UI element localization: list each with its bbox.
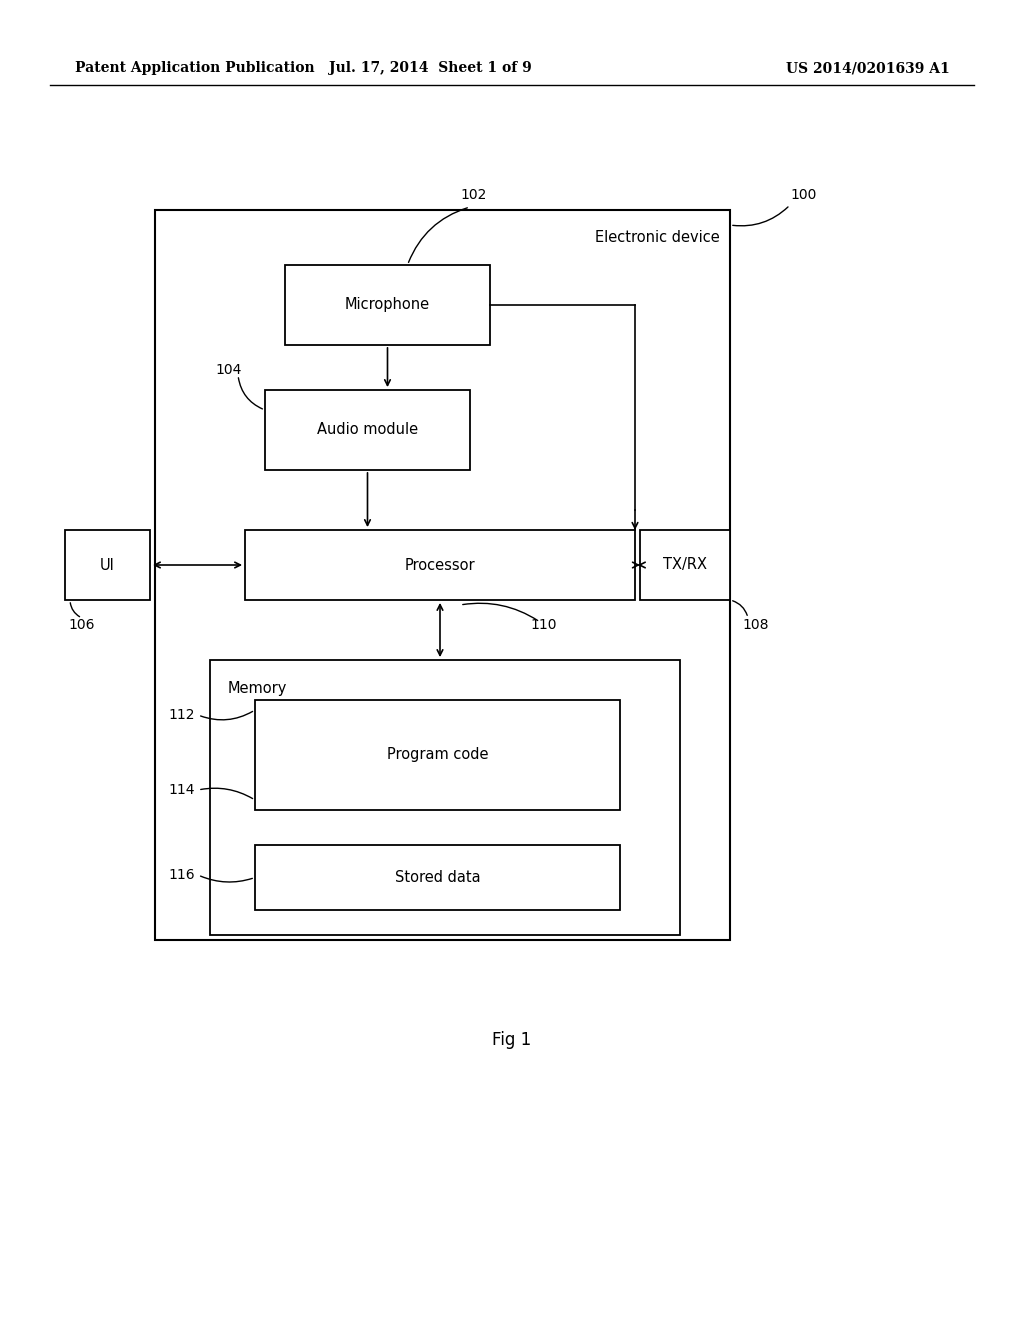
Text: TX/RX: TX/RX [663,557,707,573]
Text: Audio module: Audio module [317,422,418,437]
Text: Stored data: Stored data [394,870,480,884]
Bar [210,660,680,935]
Text: Electronic device: Electronic device [595,231,720,246]
Bar [245,531,635,601]
Text: 114: 114 [169,783,195,797]
Bar [255,845,620,909]
Text: Patent Application Publication: Patent Application Publication [75,61,314,75]
Bar [155,210,730,940]
Bar [640,531,730,601]
Bar [65,531,150,601]
Text: 112: 112 [169,708,195,722]
Text: Processor: Processor [404,557,475,573]
Text: 108: 108 [742,618,768,632]
Text: Microphone: Microphone [345,297,430,313]
Text: Program code: Program code [387,747,488,763]
Text: US 2014/0201639 A1: US 2014/0201639 A1 [786,61,950,75]
Text: 104: 104 [215,363,242,378]
Text: UI: UI [100,557,115,573]
Text: Fig 1: Fig 1 [493,1031,531,1049]
Text: 110: 110 [530,618,556,632]
Text: Jul. 17, 2014  Sheet 1 of 9: Jul. 17, 2014 Sheet 1 of 9 [329,61,531,75]
Text: 100: 100 [790,187,816,202]
Text: 106: 106 [68,618,94,632]
Text: Memory: Memory [228,681,288,696]
Text: 116: 116 [168,869,195,882]
Text: 102: 102 [460,187,486,202]
Bar [255,700,620,810]
Bar [265,389,470,470]
Bar [285,265,490,345]
